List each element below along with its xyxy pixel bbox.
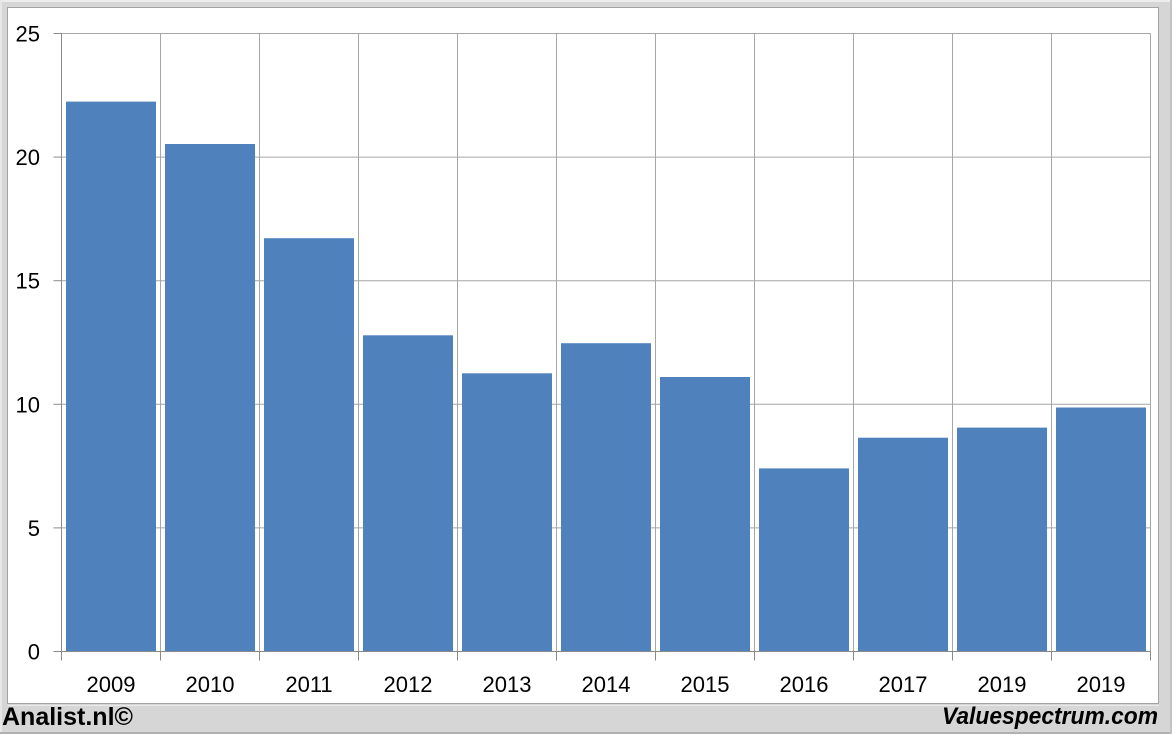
svg-text:2014: 2014 [582,672,631,697]
svg-text:Analist.nl©: Analist.nl© [2,703,134,731]
svg-text:2009: 2009 [87,672,136,697]
svg-text:2011: 2011 [285,672,332,697]
svg-text:2016: 2016 [780,672,829,697]
svg-text:2015: 2015 [681,672,730,697]
svg-text:2013: 2013 [483,672,532,697]
svg-text:25: 25 [16,22,40,47]
svg-text:2019: 2019 [1077,672,1126,697]
svg-text:2010: 2010 [186,672,235,697]
svg-text:2017: 2017 [879,672,928,697]
svg-text:15: 15 [16,269,40,294]
svg-text:Valuespectrum.com: Valuespectrum.com [942,703,1158,730]
svg-text:5: 5 [28,516,40,541]
svg-text:0: 0 [28,640,40,665]
svg-text:2019: 2019 [978,672,1027,697]
svg-text:10: 10 [16,392,40,417]
svg-text:20: 20 [16,145,40,170]
svg-text:2012: 2012 [384,672,433,697]
